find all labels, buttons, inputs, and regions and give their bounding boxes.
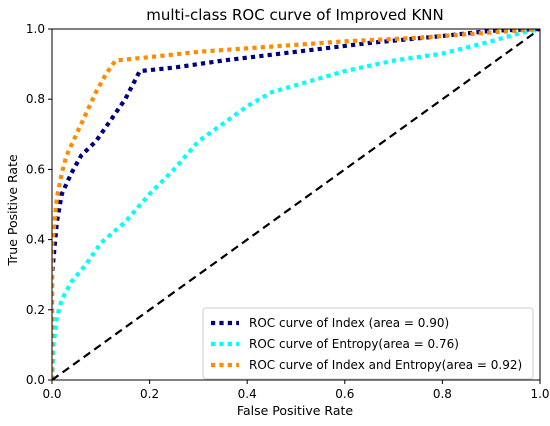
- legend-label: ROC curve of Index (area = 0.90): [249, 316, 449, 330]
- x-tick-label: 0.4: [238, 387, 257, 401]
- series-line-1: [52, 29, 540, 380]
- x-tick-label: 0.8: [433, 387, 452, 401]
- y-tick-label: 0.2: [26, 303, 45, 317]
- x-tick-label: 0.2: [140, 387, 159, 401]
- series-group: [52, 29, 540, 380]
- y-tick-label: 1.0: [26, 22, 45, 36]
- y-tick-label: 0.4: [26, 233, 45, 247]
- x-tick-label: 0.6: [335, 387, 354, 401]
- x-tick-label: 1.0: [530, 387, 549, 401]
- legend-label: ROC curve of Index and Entropy(area = 0.…: [249, 358, 522, 372]
- x-axis-title: False Positive Rate: [237, 403, 353, 418]
- x-tick-label: 0.0: [42, 387, 61, 401]
- y-tick-label: 0.0: [26, 373, 45, 387]
- y-tick-label: 0.6: [26, 162, 45, 176]
- chart-title: multi-class ROC curve of Improved KNN: [146, 6, 444, 24]
- y-tick-label: 0.8: [26, 92, 45, 106]
- plot-area: 0.0 0.2 0.4 0.6 0.8 1.0 0.0 0.2 0.4 0.6 0.8 1.0 ROC …: [26, 22, 550, 401]
- series-line-2: [52, 29, 540, 380]
- plot-frame: [51, 28, 541, 381]
- y-axis-title: True Positive Rate: [5, 154, 20, 267]
- diagonal-reference-line: [52, 29, 540, 380]
- legend-box: [202, 307, 534, 380]
- legend: ROC curve of Index (area = 0.90) ROC curv…: [202, 307, 534, 380]
- legend-label: ROC curve of Entropy(area = 0.76): [249, 337, 459, 351]
